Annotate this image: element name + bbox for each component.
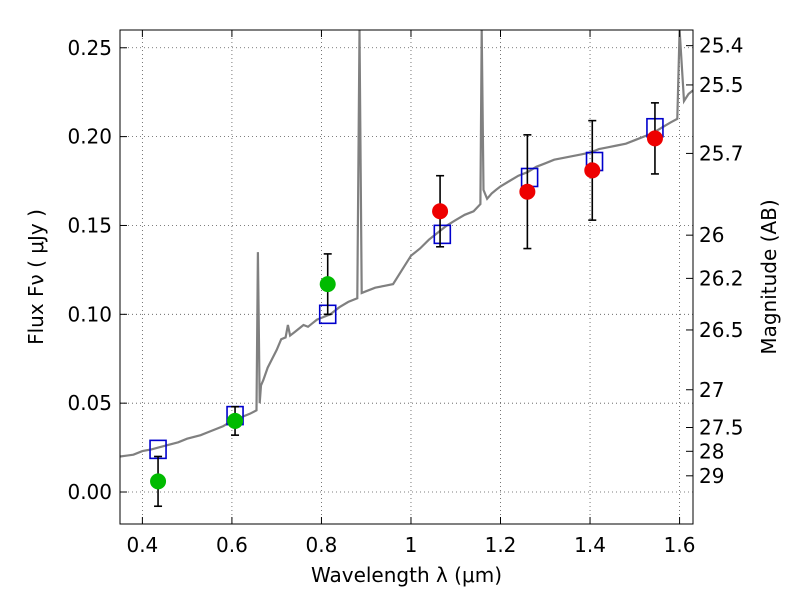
y2-tick-label: 25.4 [699, 34, 744, 58]
y2-tick-label: 25.5 [699, 73, 744, 97]
optical-flux-point [319, 276, 336, 293]
y-tick-label: 0.15 [67, 213, 112, 237]
optical-flux-point [227, 412, 244, 429]
y2-tick-label: 28 [699, 439, 724, 463]
template-spectrum-line [120, 30, 693, 458]
y-axis-label: Flux Fν ( μJy ) [24, 209, 48, 345]
y2-axis-label: Magnitude (AB) [757, 199, 781, 354]
y-tick-label: 0.00 [67, 480, 112, 504]
y2-tick-label: 26 [699, 223, 724, 247]
infrared-flux-point [584, 162, 601, 179]
y-tick-label: 0.10 [67, 302, 112, 326]
data-points-layer [149, 102, 664, 508]
x-tick-label: 1.2 [485, 533, 517, 557]
y2-tick-label: 27 [699, 378, 724, 402]
y2-tick-label: 26.5 [699, 318, 744, 342]
y2-tick-label: 25.7 [699, 141, 744, 165]
infrared-flux-point [432, 203, 449, 220]
template-spectrum-layer [120, 30, 693, 458]
infrared-flux-point [519, 183, 536, 200]
infrared-flux-point [646, 130, 663, 147]
y2-tick-label: 26.2 [699, 266, 744, 290]
plot-frame [119, 29, 694, 525]
y-tick-label: 0.05 [67, 391, 112, 415]
x-axis-label: Wavelength λ (μm) [311, 563, 502, 587]
y2-tick-label: 29 [699, 464, 724, 488]
x-tick-label: 1.4 [574, 533, 606, 557]
x-tick-label: 1.6 [664, 533, 696, 557]
y2-tick-label: 27.5 [699, 415, 744, 439]
y-tick-label: 0.25 [67, 36, 112, 60]
x-tick-label: 0.4 [126, 533, 158, 557]
x-tick-label: 0.8 [306, 533, 338, 557]
x-tick-label: 0.6 [216, 533, 248, 557]
y-tick-label: 0.20 [67, 125, 112, 149]
axis-ticks: 0.4 0.6 0.8 1 1.2 1.4 1.6 0.00 0.05 0.10 0.15 0.20 0… [67, 30, 744, 557]
model-flux-square [433, 224, 452, 245]
grid [120, 30, 693, 524]
x-tick-label: 1 [405, 533, 418, 557]
optical-flux-point [150, 473, 167, 490]
